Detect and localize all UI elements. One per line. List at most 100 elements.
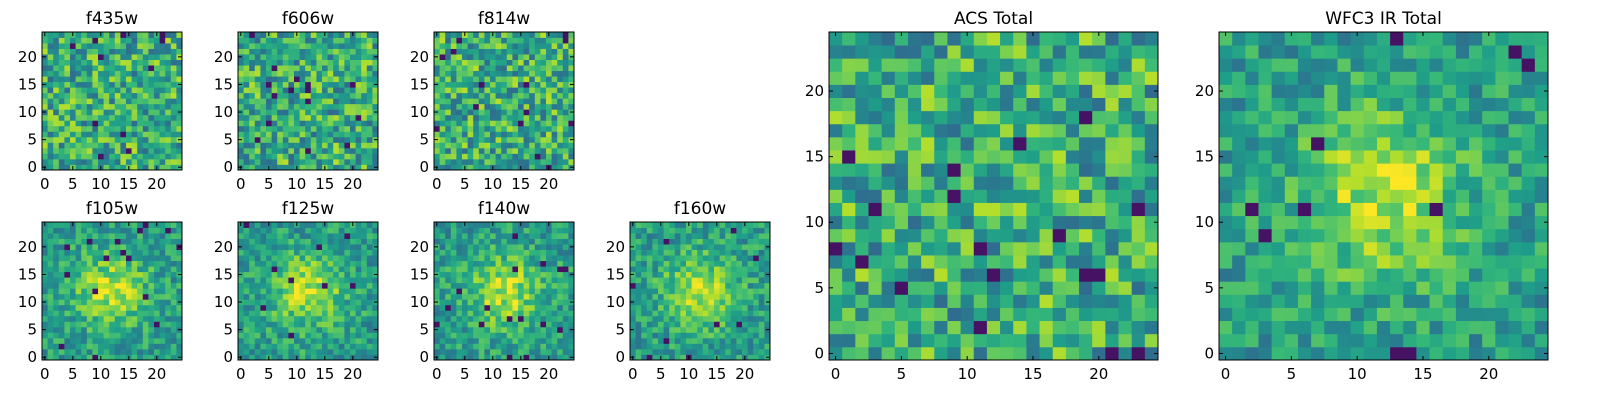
heatmap-cell — [70, 227, 76, 234]
heatmap-cell — [165, 299, 172, 306]
heatmap-cell — [75, 282, 82, 289]
heatmap-cell — [266, 48, 272, 55]
heatmap-cell — [109, 326, 116, 333]
heatmap-cell — [249, 227, 256, 234]
heatmap-cell — [1052, 215, 1067, 230]
heatmap-cell — [686, 244, 692, 250]
heatmap-cell — [934, 241, 948, 256]
heatmap-cell — [450, 153, 457, 160]
heatmap-cell — [445, 153, 452, 160]
heatmap-cell — [98, 244, 104, 250]
heatmap-cell — [947, 255, 961, 269]
heatmap-cell — [557, 233, 564, 239]
heatmap-cell — [271, 299, 278, 306]
heatmap-cell — [277, 54, 284, 60]
heatmap-cell — [753, 315, 760, 322]
heatmap-cell — [98, 81, 104, 88]
heatmap-cell — [109, 114, 116, 121]
heatmap-cell — [450, 54, 457, 60]
heatmap-cell — [697, 255, 704, 262]
heatmap-cell — [316, 120, 323, 127]
heatmap-cell — [86, 222, 93, 228]
heatmap-cell — [42, 37, 48, 44]
heatmap-cell — [75, 354, 82, 361]
heatmap-cell — [154, 92, 160, 99]
heatmap-cell — [294, 114, 300, 121]
heatmap-cell — [473, 332, 480, 339]
heatmap-cell — [310, 114, 317, 121]
heatmap-cell — [120, 59, 127, 66]
heatmap-cell — [299, 266, 306, 273]
heatmap-cell — [450, 87, 457, 94]
heatmap-cell — [462, 282, 468, 289]
heatmap-cell — [484, 354, 491, 361]
heatmap-cell — [478, 326, 485, 333]
heatmap-cell — [142, 120, 149, 127]
heatmap-cell — [518, 343, 524, 350]
heatmap-cell — [855, 333, 869, 348]
heatmap-cell — [708, 299, 715, 306]
heatmap-cell — [557, 114, 564, 121]
heatmap-cell — [131, 266, 138, 273]
heatmap-cell — [92, 147, 99, 154]
heatmap-cell — [126, 59, 132, 66]
heatmap-cell — [562, 238, 569, 245]
heatmap-cell — [338, 260, 345, 267]
heatmap-cell — [103, 65, 110, 72]
heatmap-cell — [921, 215, 935, 230]
heatmap-cell — [271, 321, 278, 328]
heatmap-cell — [327, 233, 334, 239]
heatmap-cell — [148, 59, 155, 66]
heatmap-cell — [986, 307, 1001, 322]
heatmap-cell — [1065, 346, 1080, 361]
heatmap-cell — [714, 260, 720, 267]
heatmap-cell — [142, 131, 149, 138]
heatmap-cell — [1065, 268, 1080, 282]
heatmap-cell — [478, 277, 485, 284]
heatmap-cell — [456, 310, 463, 317]
heatmap-cell — [350, 233, 356, 239]
heatmap-cell — [540, 255, 547, 262]
heatmap-cell — [165, 131, 172, 138]
heatmap-cell — [439, 282, 446, 289]
heatmap-cell — [277, 354, 284, 361]
heatmap-cell — [131, 87, 138, 94]
heatmap-cell — [361, 332, 368, 339]
heatmap-cell — [148, 48, 155, 55]
heatmap-cell — [1026, 281, 1040, 295]
heatmap-cell — [462, 293, 468, 300]
heatmap-cell — [243, 255, 250, 262]
heatmap-cell — [361, 249, 368, 256]
heatmap-cell — [439, 244, 446, 250]
heatmap-cell — [758, 260, 765, 267]
heatmap-cell — [562, 332, 569, 339]
heatmap-cell — [478, 288, 485, 295]
heatmap-cell — [142, 37, 149, 44]
heatmap-cell — [506, 59, 513, 66]
heatmap-cell — [742, 260, 748, 267]
heatmap-cell — [322, 315, 328, 322]
heatmap-cell — [305, 142, 312, 149]
heatmap-cell — [294, 277, 300, 284]
heatmap-cell — [92, 48, 99, 55]
heatmap-cell — [316, 260, 323, 267]
heatmap-cell — [1000, 255, 1014, 269]
heatmap-cell — [131, 299, 138, 306]
heatmap-cell — [702, 238, 709, 245]
heatmap-cell — [855, 268, 869, 282]
heatmap-cell — [316, 81, 323, 88]
heatmap-cell — [635, 271, 642, 278]
heatmap-cell — [747, 348, 754, 355]
heatmap-cell — [322, 304, 328, 311]
heatmap-cell — [316, 337, 323, 344]
heatmap-cell — [159, 70, 166, 77]
heatmap-cell — [467, 147, 474, 154]
heatmap-cell — [753, 233, 760, 239]
heatmap-cell — [697, 277, 704, 284]
heatmap-cell — [894, 333, 909, 348]
heatmap-cell — [462, 59, 468, 66]
heatmap-cell — [131, 70, 138, 77]
heatmap-cell — [366, 310, 373, 317]
heatmap-cell — [92, 114, 99, 121]
